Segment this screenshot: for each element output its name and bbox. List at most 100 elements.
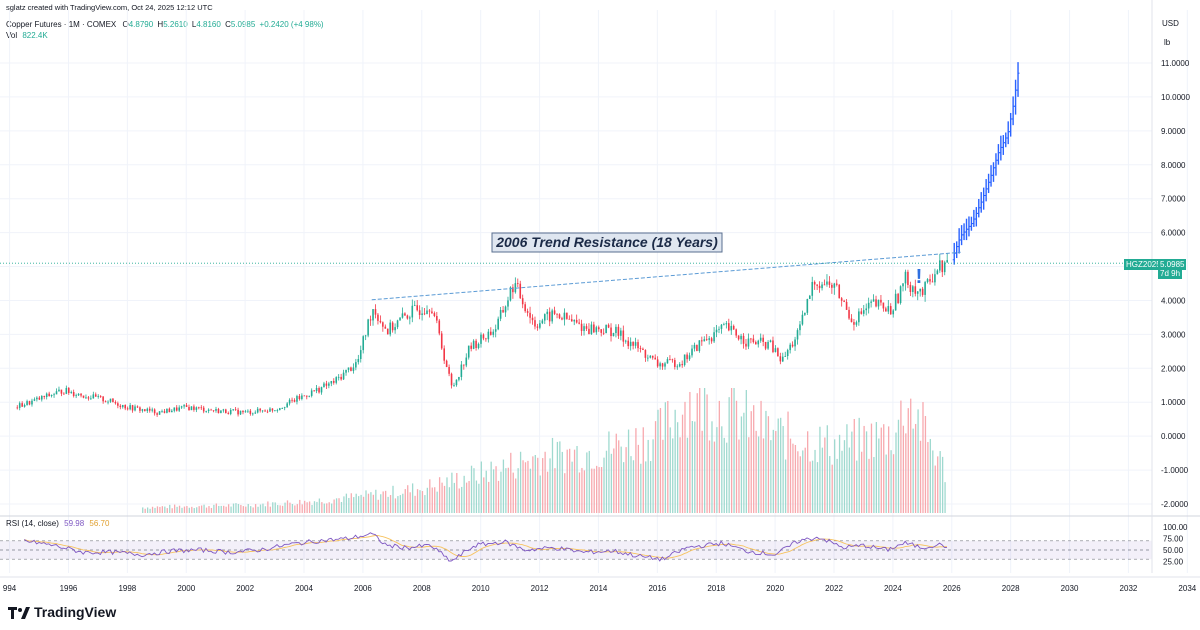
year-tick: 1998 bbox=[118, 584, 136, 593]
candle-body bbox=[737, 335, 740, 340]
candle-body bbox=[146, 408, 149, 412]
volume-bar bbox=[856, 460, 858, 513]
volume-bar bbox=[770, 440, 772, 513]
tradingview-brand: TradingView bbox=[8, 604, 116, 620]
volume-bar bbox=[414, 495, 416, 513]
candle-body bbox=[894, 293, 897, 311]
candle-body bbox=[539, 323, 541, 328]
volume-bar bbox=[306, 502, 308, 513]
volume-bar bbox=[851, 431, 853, 513]
volume-bar bbox=[750, 411, 752, 513]
volume-bar bbox=[860, 451, 863, 513]
volume-bar bbox=[777, 418, 779, 513]
candle-body bbox=[823, 284, 826, 286]
candle-body bbox=[183, 405, 185, 407]
candle-body bbox=[732, 325, 735, 330]
volume-bar bbox=[193, 508, 195, 513]
rsi-legend: RSI (14, close) 59.98 56.70 bbox=[6, 519, 109, 528]
volume-bar bbox=[492, 469, 495, 513]
volume-bar bbox=[625, 447, 627, 513]
candle-body bbox=[512, 287, 514, 293]
candle-body bbox=[647, 357, 649, 359]
candle-body bbox=[543, 314, 546, 321]
volume-bar bbox=[745, 389, 747, 513]
candle-body bbox=[26, 401, 28, 406]
candle-body bbox=[359, 350, 362, 360]
volume-bar bbox=[232, 503, 235, 513]
candle-body bbox=[65, 387, 68, 394]
volume-bar bbox=[662, 439, 664, 513]
candle-body bbox=[406, 315, 409, 319]
candle-body bbox=[939, 260, 941, 271]
candle-body bbox=[141, 409, 144, 411]
volume-bar bbox=[235, 503, 237, 513]
volume-bar bbox=[640, 463, 642, 513]
volume-bar bbox=[627, 429, 630, 513]
candle-body bbox=[126, 408, 129, 410]
candle-body bbox=[642, 348, 644, 351]
candle-body bbox=[58, 389, 60, 392]
candle-body bbox=[637, 342, 639, 349]
candle-body bbox=[494, 329, 497, 332]
volume-bar bbox=[301, 504, 303, 513]
candle-body bbox=[526, 311, 529, 313]
candle-body bbox=[516, 283, 519, 284]
candle-body bbox=[777, 348, 779, 357]
candle-body bbox=[848, 309, 850, 319]
volume-bar bbox=[939, 451, 941, 513]
candle-body bbox=[467, 345, 470, 358]
candle-body bbox=[384, 326, 387, 329]
volume-bar bbox=[272, 502, 274, 513]
volume-bar bbox=[188, 507, 190, 513]
candle-body bbox=[789, 344, 791, 351]
candle-body bbox=[460, 364, 463, 377]
volume-bar bbox=[642, 427, 644, 513]
volume-bar bbox=[181, 507, 183, 513]
volume-bar bbox=[335, 498, 338, 513]
candle-body bbox=[781, 356, 784, 362]
volume-bar bbox=[635, 428, 637, 513]
volume-bar bbox=[245, 506, 247, 513]
volume-bar bbox=[419, 490, 421, 513]
candle-body bbox=[946, 260, 948, 263]
candle-body bbox=[931, 281, 934, 283]
volume-bar bbox=[826, 425, 828, 513]
price-tick: 10.0000 bbox=[1161, 93, 1190, 102]
change-value: +0.2420 (+4.98%) bbox=[259, 20, 324, 29]
volume-bar bbox=[870, 423, 873, 513]
volume-bar bbox=[468, 481, 470, 513]
candle-body bbox=[264, 410, 266, 412]
candle-body bbox=[904, 271, 907, 284]
candle-body bbox=[683, 354, 686, 366]
volume-bar bbox=[161, 506, 164, 513]
volume-bar bbox=[748, 437, 750, 513]
candle-body bbox=[171, 410, 173, 413]
volume-bar bbox=[394, 498, 397, 513]
volume-bar bbox=[411, 483, 414, 513]
volume-bar bbox=[659, 408, 662, 513]
volume-bar bbox=[156, 506, 159, 513]
volume-bar bbox=[144, 508, 146, 513]
volume-bar bbox=[691, 420, 693, 513]
instrument-legend: Copper Futures · 1M · COMEX O4.8790 H5.2… bbox=[6, 20, 324, 29]
candle-body bbox=[63, 393, 65, 395]
candle-body bbox=[310, 390, 313, 396]
volume-bar bbox=[527, 460, 529, 513]
volume-bar bbox=[304, 500, 306, 513]
volume-bar bbox=[299, 499, 301, 513]
candle-body bbox=[87, 397, 90, 399]
candle-body bbox=[818, 285, 821, 289]
candle-body bbox=[136, 406, 139, 408]
chart-credit: sglatz created with TradingView.com, Oct… bbox=[6, 3, 213, 12]
volume-bar bbox=[267, 501, 269, 513]
candle-body bbox=[624, 340, 627, 342]
candle-body bbox=[524, 304, 526, 312]
open-label: O bbox=[122, 20, 129, 29]
candle-body bbox=[269, 408, 271, 412]
candle-body bbox=[36, 397, 38, 400]
candle-body bbox=[212, 410, 215, 412]
volume-bar bbox=[539, 475, 541, 513]
year-tick: 2008 bbox=[413, 584, 431, 593]
year-tick: 2032 bbox=[1120, 584, 1138, 593]
